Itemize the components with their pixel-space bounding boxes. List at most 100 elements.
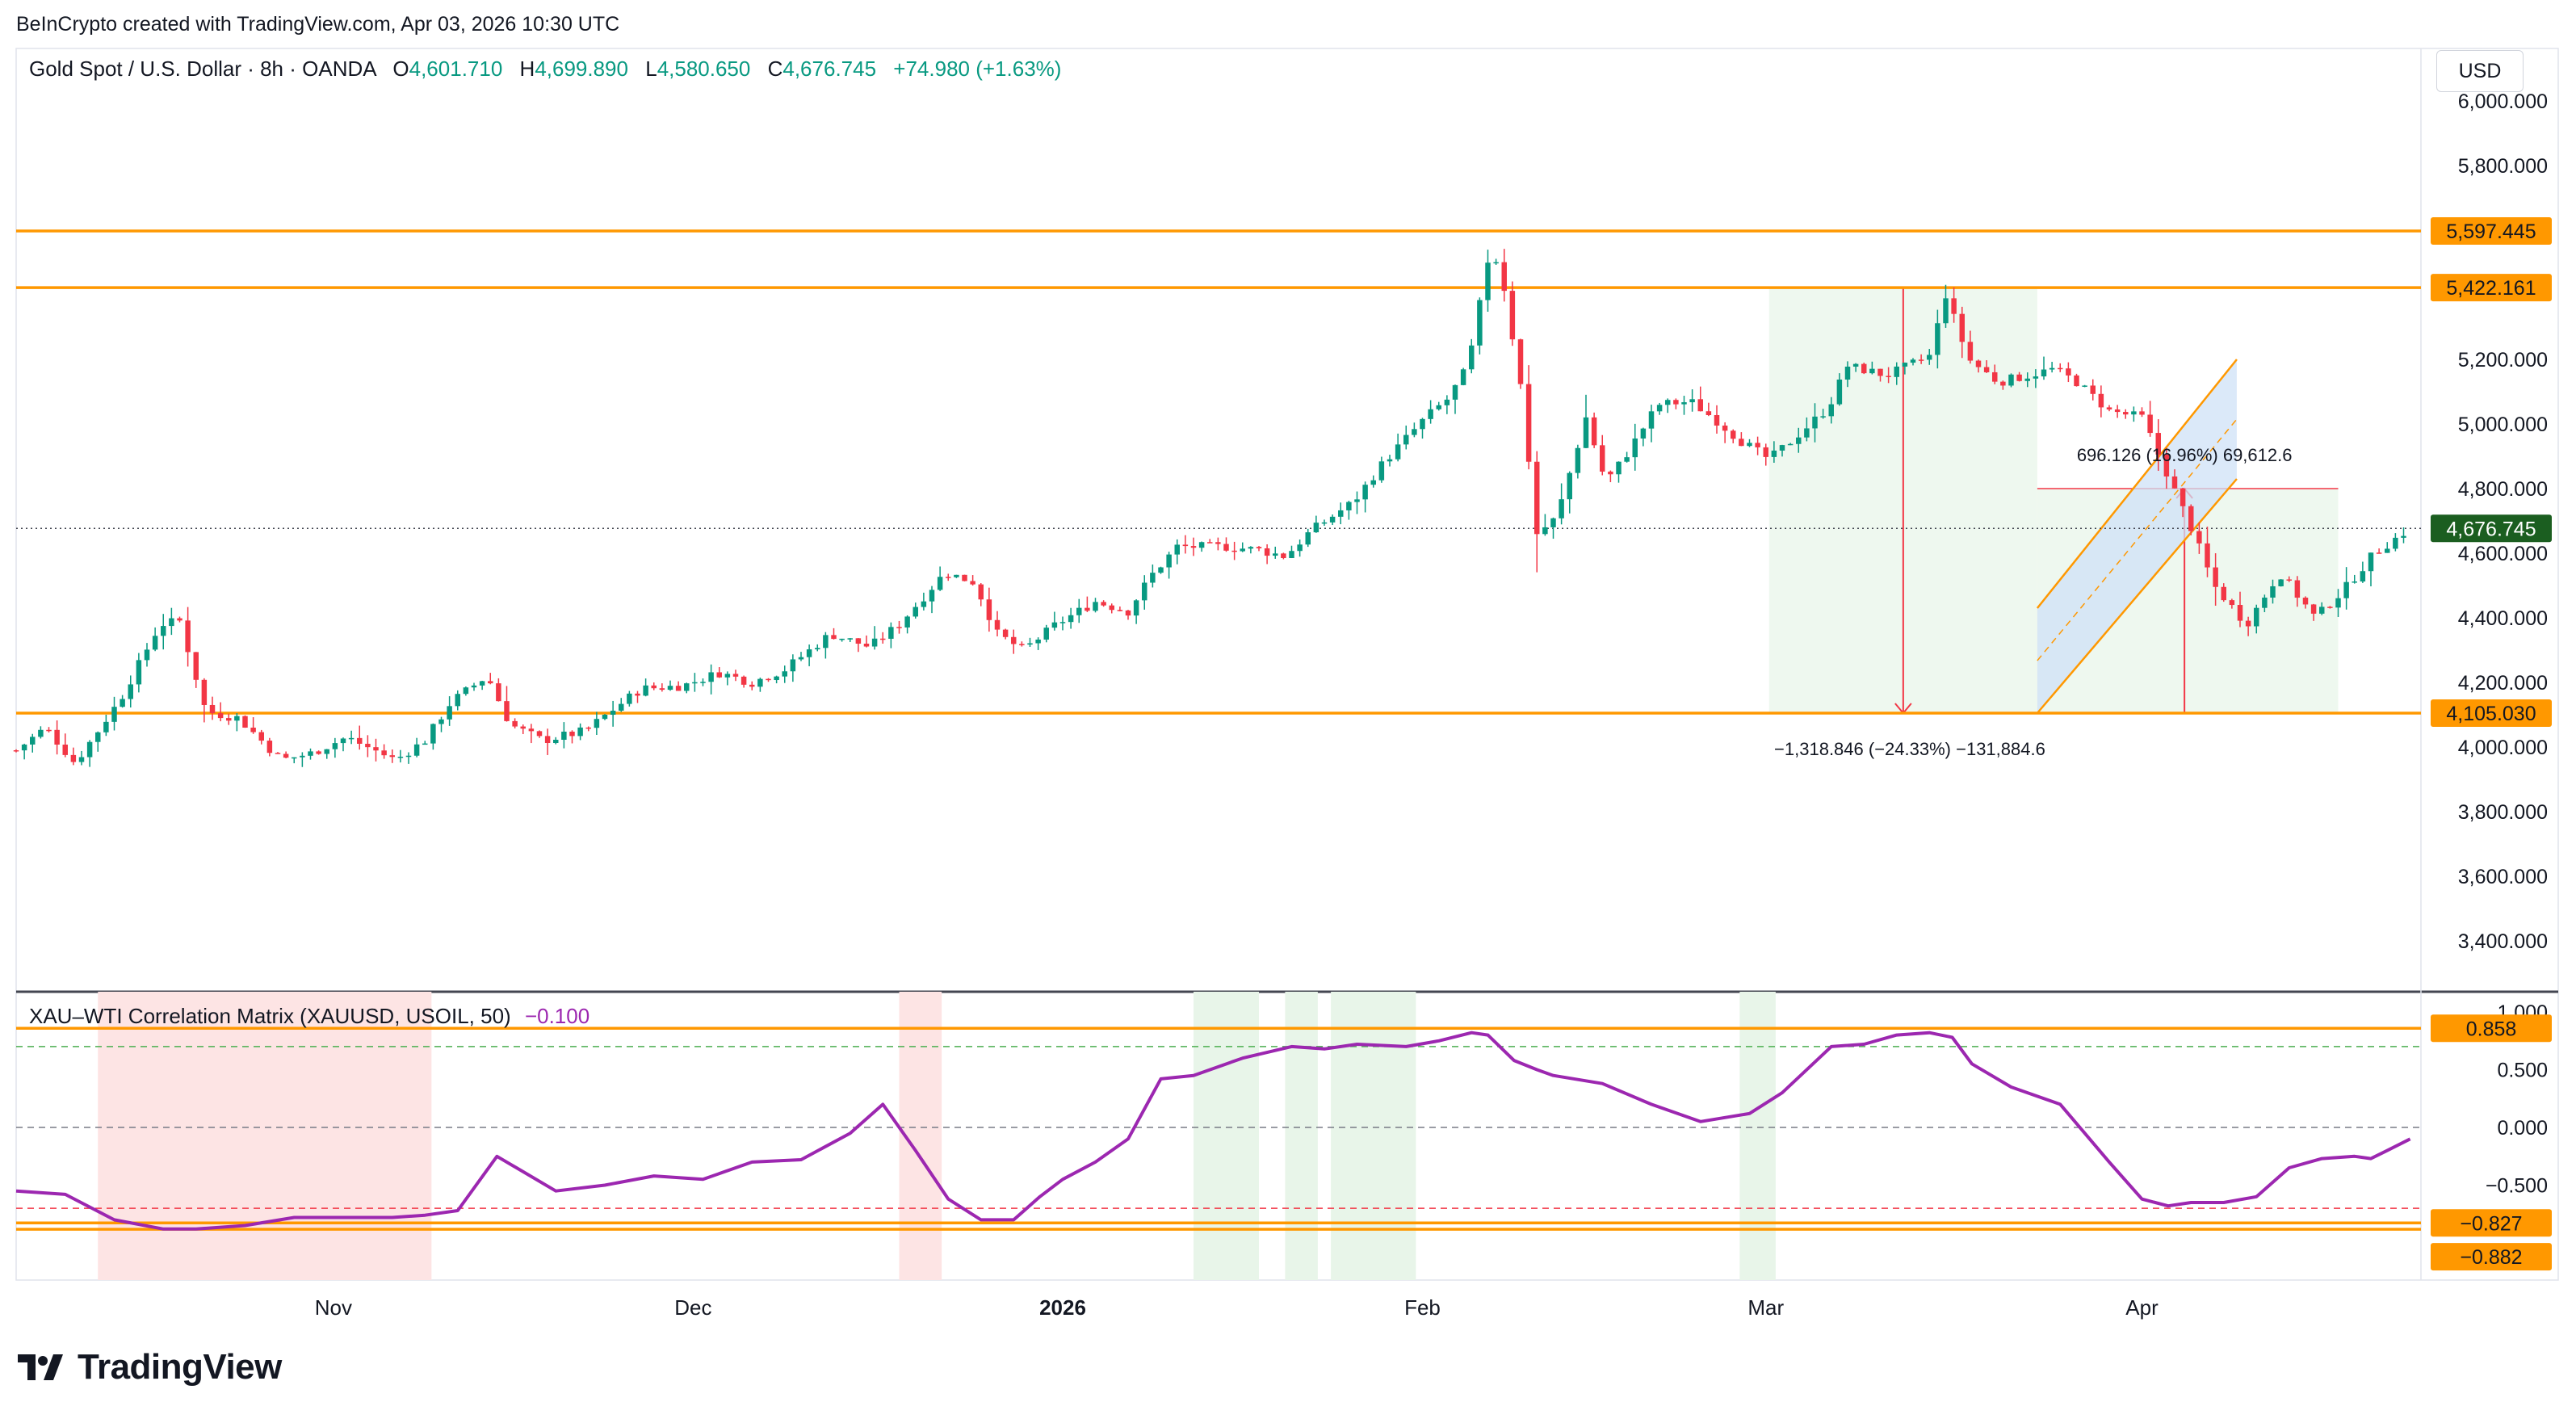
candle[interactable]: [2049, 367, 2055, 370]
candle[interactable]: [226, 718, 232, 721]
candle[interactable]: [1689, 399, 1695, 403]
symbol-title[interactable]: Gold Spot / U.S. Dollar · 8h · OANDA: [29, 57, 376, 81]
candle[interactable]: [193, 652, 199, 680]
candle[interactable]: [1493, 262, 1499, 264]
level-price-badge[interactable]: [2431, 699, 2552, 727]
candle[interactable]: [823, 635, 829, 649]
candle[interactable]: [340, 738, 346, 744]
candle[interactable]: [880, 638, 886, 640]
candle[interactable]: [1886, 376, 1891, 377]
candle[interactable]: [1378, 461, 1385, 481]
candle[interactable]: [1150, 573, 1156, 583]
candle[interactable]: [700, 682, 706, 683]
candle[interactable]: [120, 699, 125, 707]
candle[interactable]: [1346, 502, 1352, 510]
indicator-level-badge[interactable]: [2431, 1209, 2552, 1237]
candle[interactable]: [627, 693, 632, 704]
candle[interactable]: [1133, 600, 1139, 616]
candle[interactable]: [2188, 506, 2194, 531]
candle[interactable]: [413, 744, 420, 756]
candle[interactable]: [577, 727, 583, 737]
candle[interactable]: [161, 626, 166, 636]
candle[interactable]: [2058, 367, 2063, 370]
candle[interactable]: [283, 753, 289, 758]
candle[interactable]: [1755, 443, 1760, 447]
candle[interactable]: [2343, 581, 2349, 598]
candle[interactable]: [1967, 342, 1974, 361]
candle[interactable]: [209, 704, 216, 714]
candle[interactable]: [1632, 438, 1638, 458]
candle[interactable]: [1608, 471, 1613, 475]
candle[interactable]: [2393, 537, 2398, 549]
candle[interactable]: [2000, 381, 2006, 386]
candle[interactable]: [1485, 262, 1491, 300]
candle[interactable]: [504, 701, 510, 721]
candle[interactable]: [569, 731, 575, 737]
candle[interactable]: [2368, 552, 2374, 572]
level-price-badge[interactable]: [2431, 217, 2552, 246]
candle[interactable]: [2245, 620, 2251, 627]
candle[interactable]: [1894, 366, 1899, 377]
candle[interactable]: [2041, 369, 2047, 377]
candle[interactable]: [2254, 607, 2259, 627]
indicator-level-badge[interactable]: [2431, 1014, 2552, 1043]
candle[interactable]: [38, 729, 44, 737]
candle[interactable]: [1109, 605, 1114, 611]
candle[interactable]: [937, 577, 943, 590]
candle[interactable]: [1877, 368, 1883, 376]
candle[interactable]: [839, 638, 845, 640]
candle[interactable]: [1085, 607, 1090, 611]
candle[interactable]: [1420, 418, 1425, 430]
candle[interactable]: [1477, 300, 1483, 346]
candle[interactable]: [217, 713, 224, 719]
candle[interactable]: [373, 747, 379, 751]
candle[interactable]: [2327, 607, 2333, 608]
candle[interactable]: [561, 731, 567, 740]
candle[interactable]: [1403, 434, 1409, 445]
candle[interactable]: [2114, 409, 2121, 413]
candle[interactable]: [1412, 429, 1417, 435]
candle[interactable]: [1927, 355, 1932, 360]
candle[interactable]: [1035, 639, 1041, 644]
candle[interactable]: [896, 627, 902, 628]
candle[interactable]: [70, 754, 77, 762]
candle[interactable]: [855, 638, 862, 644]
candle[interactable]: [1248, 547, 1254, 549]
candle[interactable]: [405, 755, 412, 758]
candle[interactable]: [1231, 550, 1237, 552]
candle[interactable]: [1525, 384, 1532, 462]
candle[interactable]: [675, 686, 682, 691]
candle[interactable]: [1182, 544, 1189, 547]
candle[interactable]: [1436, 405, 1441, 409]
candle[interactable]: [1387, 459, 1393, 462]
candle[interactable]: [2066, 368, 2071, 376]
candle[interactable]: [455, 694, 460, 707]
candle[interactable]: [1673, 400, 1679, 405]
candle[interactable]: [1861, 363, 1867, 374]
candle[interactable]: [258, 732, 264, 741]
candle[interactable]: [169, 618, 174, 627]
candle[interactable]: [1852, 363, 1859, 367]
candle[interactable]: [2286, 579, 2292, 581]
candle[interactable]: [692, 682, 698, 684]
candle[interactable]: [1174, 544, 1180, 555]
candle[interactable]: [888, 627, 894, 639]
candle[interactable]: [1910, 359, 1916, 363]
channel-upper-line[interactable]: [2036, 359, 2238, 609]
candle[interactable]: [544, 736, 551, 744]
candle[interactable]: [536, 731, 543, 737]
candle[interactable]: [1281, 553, 1286, 558]
candle[interactable]: [103, 721, 109, 732]
candle[interactable]: [275, 753, 281, 754]
candle[interactable]: [2123, 412, 2129, 415]
candle[interactable]: [1517, 339, 1524, 384]
candle[interactable]: [1027, 643, 1033, 645]
candle[interactable]: [585, 727, 591, 729]
candle[interactable]: [1959, 313, 1965, 342]
candle[interactable]: [643, 685, 648, 696]
candle[interactable]: [1289, 551, 1294, 558]
candle[interactable]: [1575, 447, 1581, 473]
candle[interactable]: [2033, 376, 2039, 379]
candle[interactable]: [111, 707, 117, 722]
candle[interactable]: [21, 744, 27, 751]
